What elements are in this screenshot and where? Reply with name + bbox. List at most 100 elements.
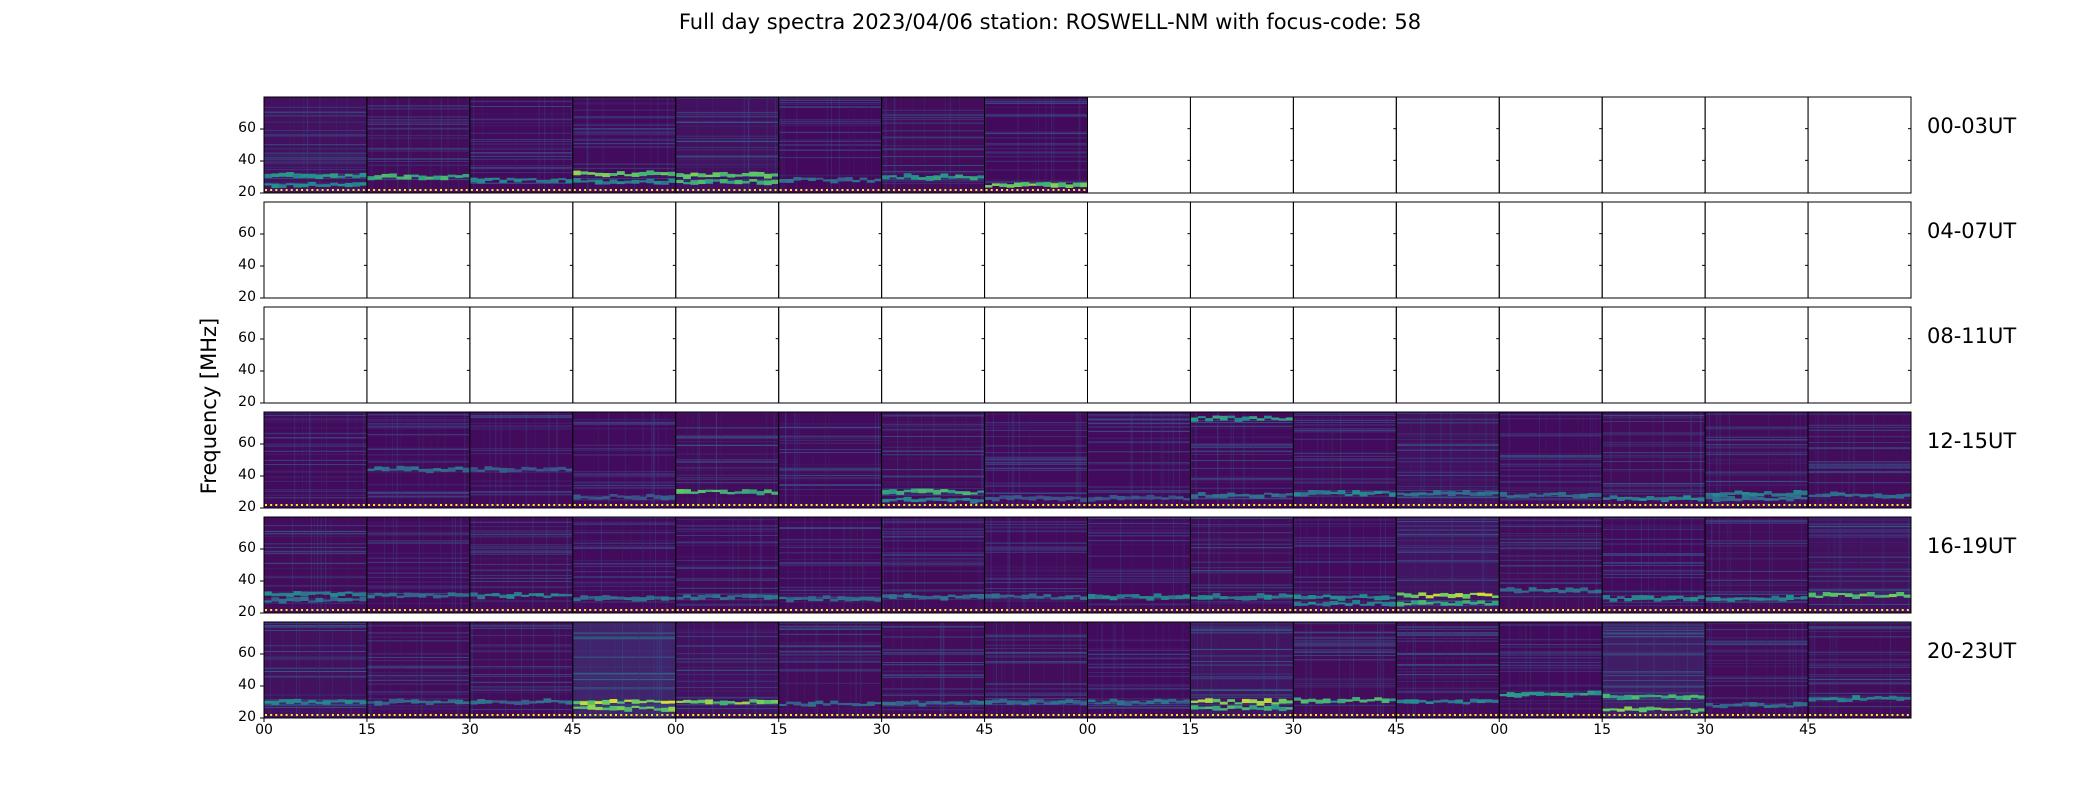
noise-line: [1396, 487, 1500, 489]
noise-line: [1602, 417, 1706, 419]
noise-column: [1883, 412, 1885, 508]
noise-line: [572, 666, 676, 668]
band-segment: [705, 174, 714, 178]
noise-line: [1705, 685, 1809, 687]
band-segment: [734, 491, 743, 494]
noise-line: [984, 152, 1088, 154]
band-segment: [940, 498, 949, 502]
spectrogram-panel: [366, 201, 471, 299]
band-segment: [1043, 496, 1052, 501]
band-segment: [947, 701, 956, 704]
noise-column: [828, 412, 830, 508]
emission-band: [366, 465, 471, 474]
baseline-dot: [903, 714, 906, 716]
band-segment: [271, 593, 280, 597]
baseline-dot: [687, 609, 690, 611]
band-segment: [308, 699, 316, 704]
noise-line: [1499, 547, 1603, 549]
band-segment: [1793, 489, 1802, 495]
noise-line: [1808, 529, 1911, 531]
noise-line: [1293, 495, 1397, 497]
noise-line: [675, 156, 779, 158]
noise-line: [1087, 525, 1191, 527]
band-segment: [1425, 595, 1434, 599]
noise-line: [1293, 478, 1397, 480]
baseline-dot: [712, 714, 715, 716]
baseline-dot: [326, 504, 329, 506]
noise-column: [330, 517, 332, 613]
noise-texture: [984, 97, 1088, 193]
noise-line: [778, 668, 882, 670]
band-segment: [1683, 495, 1691, 500]
band-segment: [1668, 496, 1677, 501]
noise-column: [385, 412, 387, 508]
band-segment: [550, 467, 559, 472]
baseline-dot: [1469, 714, 1472, 716]
noise-line: [984, 103, 1088, 105]
noise-line: [469, 417, 573, 419]
noise-line: [264, 532, 367, 534]
baseline-dot: [789, 504, 792, 506]
baseline-dot: [681, 609, 684, 611]
band-segment: [888, 489, 897, 494]
noise-line: [984, 542, 1088, 544]
panel-border: [778, 201, 883, 299]
baseline-dot: [1417, 609, 1420, 611]
baseline-dot: [738, 609, 741, 611]
noise-line: [1293, 540, 1397, 542]
baseline-dot: [1237, 714, 1240, 716]
noise-line: [778, 131, 882, 133]
baseline-dot: [826, 714, 829, 716]
noise-column: [1115, 622, 1117, 718]
noise-line: [264, 699, 367, 701]
band-segment: [1234, 494, 1243, 497]
noise-column: [940, 622, 942, 718]
baseline-dot: [481, 504, 484, 506]
noise-line: [1808, 429, 1911, 431]
baseline-dot: [367, 504, 370, 506]
baseline-dot: [774, 504, 777, 506]
emission-band: [881, 593, 986, 601]
baseline-dot: [1314, 714, 1317, 716]
noise-line: [675, 162, 779, 164]
noise-line: [675, 477, 779, 479]
band-segment: [1572, 588, 1581, 593]
noise-column: [665, 412, 667, 508]
baseline-dot: [1484, 609, 1487, 611]
noise-line: [1190, 425, 1294, 427]
baseline-dot: [445, 714, 448, 716]
noise-line: [469, 532, 573, 534]
band-segment: [1366, 596, 1375, 599]
noise-line: [1808, 628, 1911, 630]
baseline-dot: [1134, 609, 1137, 611]
emission-band: [572, 595, 677, 602]
band-segment: [1594, 690, 1603, 696]
noise-column: [509, 412, 511, 508]
baseline-dot: [1103, 504, 1106, 506]
band-segment: [374, 466, 383, 471]
noise-line: [1293, 526, 1397, 528]
baseline-dot: [1737, 714, 1740, 716]
emission-band: [984, 182, 1088, 189]
band-segment: [1286, 417, 1294, 421]
spectrogram-panel: [1395, 306, 1500, 404]
baseline-dot: [373, 714, 376, 716]
baseline-dot: [841, 609, 844, 611]
band-segment: [955, 174, 964, 179]
noise-line: [264, 562, 367, 564]
band-segment: [925, 497, 934, 501]
baseline-dot: [270, 504, 273, 506]
baseline-dot: [270, 189, 273, 191]
noise-line: [1293, 651, 1397, 653]
band-segment: [859, 596, 868, 601]
baseline-dot: [1350, 714, 1353, 716]
baseline-dot: [892, 189, 895, 191]
noise-line: [1705, 413, 1809, 415]
noise-line: [1602, 441, 1706, 443]
noise-line: [264, 489, 367, 491]
noise-line: [778, 658, 882, 660]
baseline-dot: [542, 504, 545, 506]
baseline-dot: [275, 609, 278, 611]
baseline-dot: [450, 714, 453, 716]
noise-line: [1705, 644, 1809, 646]
